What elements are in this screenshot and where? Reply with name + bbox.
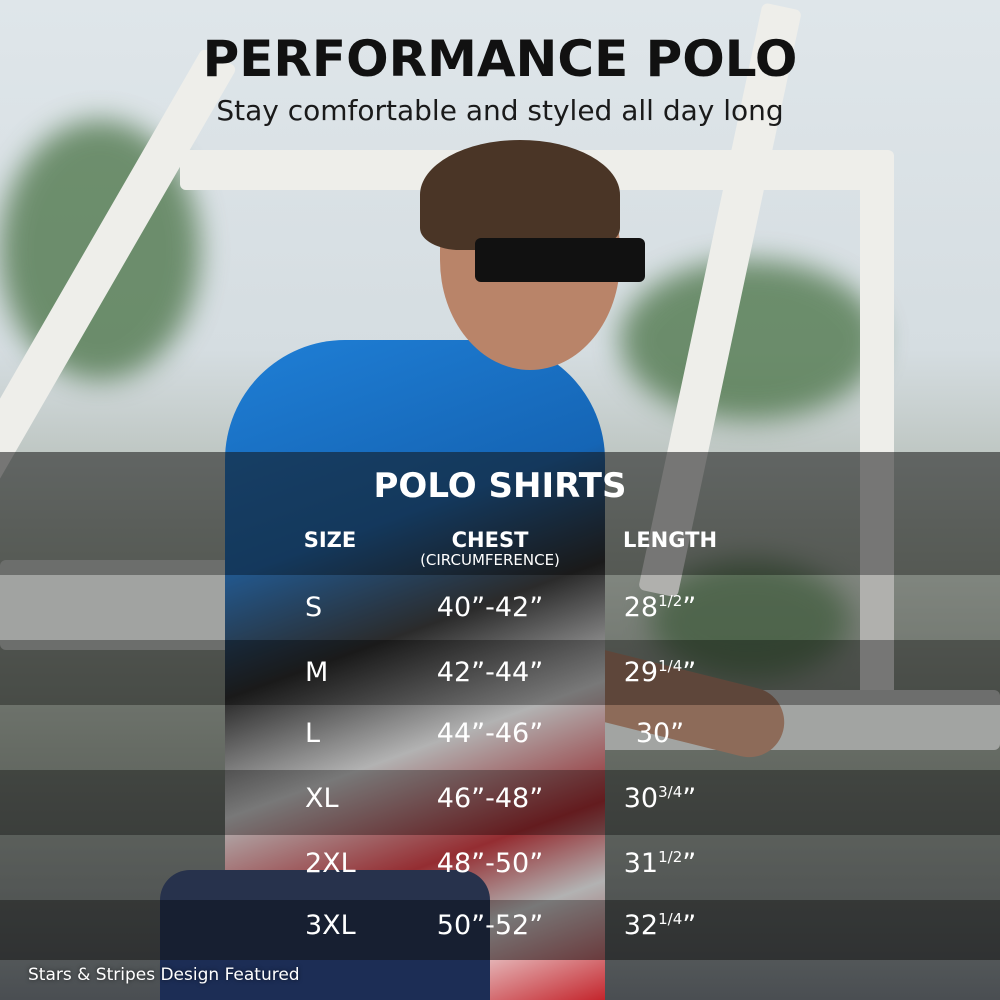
page-subtitle: Stay comfortable and styled all day long	[216, 94, 784, 127]
cell-chest: 50”-52”	[436, 910, 544, 941]
cell-chest: 44”-46”	[436, 718, 544, 749]
length-fraction: 3/4	[658, 783, 683, 801]
table-row	[0, 770, 1000, 835]
page-title: PERFORMANCE POLO	[202, 30, 798, 88]
length-unit: ”	[682, 910, 697, 941]
cell-size: 2XL	[305, 848, 356, 879]
cell-length: 281/2”	[590, 592, 730, 623]
cell-size: M	[305, 657, 329, 688]
length-fraction: 1/4	[658, 657, 683, 675]
length-whole: 29	[623, 657, 659, 688]
length-unit: ”	[682, 783, 697, 814]
cell-chest: 48”-50”	[436, 848, 544, 879]
cell-size: XL	[305, 783, 339, 814]
column-header-chest: CHEST	[451, 528, 529, 552]
length-unit: ”	[682, 657, 697, 688]
cell-chest: 40”-42”	[436, 592, 544, 623]
length-unit: ”	[682, 592, 697, 623]
chart-header-band	[0, 452, 1000, 575]
length-fraction: 1/2	[658, 592, 683, 610]
length-fraction: 1/4	[658, 910, 683, 928]
column-header-length: LENGTH	[622, 528, 718, 552]
length-unit: ”	[682, 848, 697, 879]
column-header-chest-note: (CIRCUMFERENCE)	[420, 551, 560, 569]
cell-length: 30”	[590, 718, 730, 749]
cell-length: 311/2”	[590, 848, 730, 879]
cell-size: 3XL	[305, 910, 356, 941]
length-whole: 30	[635, 718, 671, 749]
length-whole: 32	[623, 910, 659, 941]
cell-chest: 42”-44”	[436, 657, 544, 688]
cell-size: S	[305, 592, 323, 623]
table-row	[0, 640, 1000, 705]
length-unit: ”	[670, 718, 685, 749]
cell-length: 321/4”	[590, 910, 730, 941]
table-row	[0, 835, 1000, 900]
length-whole: 31	[623, 848, 659, 879]
cell-length: 303/4”	[590, 783, 730, 814]
hair	[420, 140, 620, 250]
length-whole: 28	[623, 592, 659, 623]
footer-caption: Stars & Stripes Design Featured	[28, 965, 300, 985]
length-whole: 30	[623, 783, 659, 814]
sunglasses	[475, 238, 645, 282]
length-fraction: 1/2	[658, 848, 683, 866]
size-chart-title: POLO SHIRTS	[373, 466, 627, 506]
cell-length: 291/4”	[590, 657, 730, 688]
table-row	[0, 900, 1000, 960]
table-row	[0, 705, 1000, 770]
table-row	[0, 575, 1000, 640]
column-header-size: SIZE	[303, 528, 357, 552]
cell-chest: 46”-48”	[436, 783, 544, 814]
cell-size: L	[305, 718, 321, 749]
